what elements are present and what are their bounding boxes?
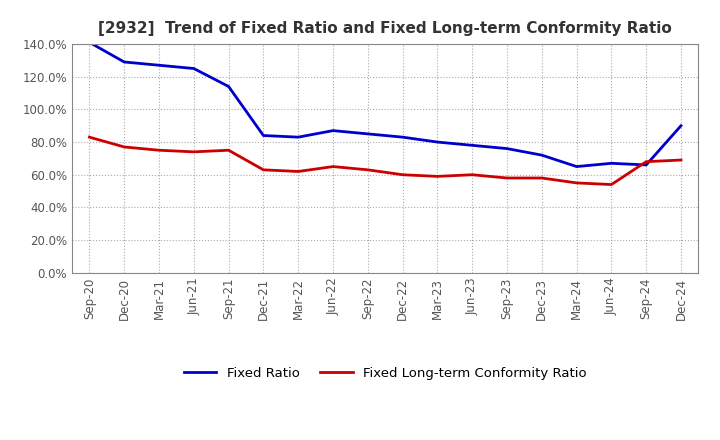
Fixed Ratio: [677, 123, 685, 128]
Fixed Ratio: [642, 162, 651, 168]
Legend: Fixed Ratio, Fixed Long-term Conformity Ratio: Fixed Ratio, Fixed Long-term Conformity …: [179, 362, 592, 385]
Fixed Long-term Conformity Ratio: [155, 147, 163, 153]
Fixed Long-term Conformity Ratio: [259, 167, 268, 172]
Fixed Ratio: [433, 139, 442, 145]
Fixed Long-term Conformity Ratio: [503, 176, 511, 181]
Fixed Ratio: [294, 135, 302, 140]
Fixed Long-term Conformity Ratio: [120, 144, 129, 150]
Fixed Ratio: [398, 135, 407, 140]
Line: Fixed Long-term Conformity Ratio: Fixed Long-term Conformity Ratio: [89, 137, 681, 184]
Title: [2932]  Trend of Fixed Ratio and Fixed Long-term Conformity Ratio: [2932] Trend of Fixed Ratio and Fixed Lo…: [99, 21, 672, 36]
Fixed Ratio: [607, 161, 616, 166]
Fixed Long-term Conformity Ratio: [433, 174, 442, 179]
Fixed Ratio: [364, 131, 372, 136]
Fixed Ratio: [503, 146, 511, 151]
Fixed Long-term Conformity Ratio: [468, 172, 477, 177]
Fixed Long-term Conformity Ratio: [537, 176, 546, 181]
Fixed Long-term Conformity Ratio: [85, 135, 94, 140]
Fixed Ratio: [225, 84, 233, 89]
Fixed Long-term Conformity Ratio: [607, 182, 616, 187]
Line: Fixed Ratio: Fixed Ratio: [89, 42, 681, 167]
Fixed Long-term Conformity Ratio: [294, 169, 302, 174]
Fixed Long-term Conformity Ratio: [572, 180, 581, 186]
Fixed Long-term Conformity Ratio: [364, 167, 372, 172]
Fixed Ratio: [189, 66, 198, 71]
Fixed Long-term Conformity Ratio: [225, 147, 233, 153]
Fixed Ratio: [155, 62, 163, 68]
Fixed Long-term Conformity Ratio: [677, 158, 685, 163]
Fixed Ratio: [120, 59, 129, 65]
Fixed Long-term Conformity Ratio: [398, 172, 407, 177]
Fixed Long-term Conformity Ratio: [189, 149, 198, 154]
Fixed Ratio: [468, 143, 477, 148]
Fixed Long-term Conformity Ratio: [328, 164, 337, 169]
Fixed Ratio: [537, 153, 546, 158]
Fixed Ratio: [85, 40, 94, 45]
Fixed Ratio: [572, 164, 581, 169]
Fixed Long-term Conformity Ratio: [642, 159, 651, 164]
Fixed Ratio: [328, 128, 337, 133]
Fixed Ratio: [259, 133, 268, 138]
